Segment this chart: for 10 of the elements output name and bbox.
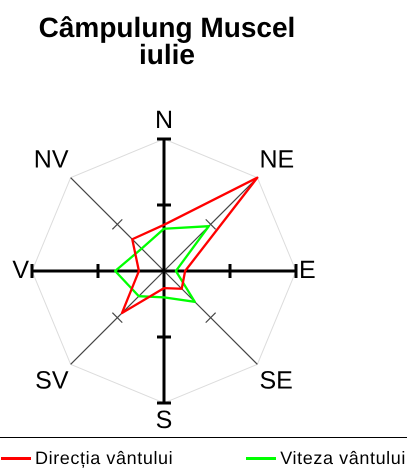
spoke-label: E (299, 256, 316, 284)
spoke-label: SV (35, 366, 69, 394)
spoke-label: V (12, 256, 30, 284)
spoke-label: S (156, 406, 172, 434)
spoke-label: SE (259, 366, 293, 394)
spoke-label: NE (259, 145, 294, 174)
spoke-label: N (154, 106, 174, 134)
legend-label: Viteza vântului (280, 448, 406, 469)
legend-label: Direcția vântului (35, 448, 174, 469)
spoke-label: NV (34, 145, 69, 174)
